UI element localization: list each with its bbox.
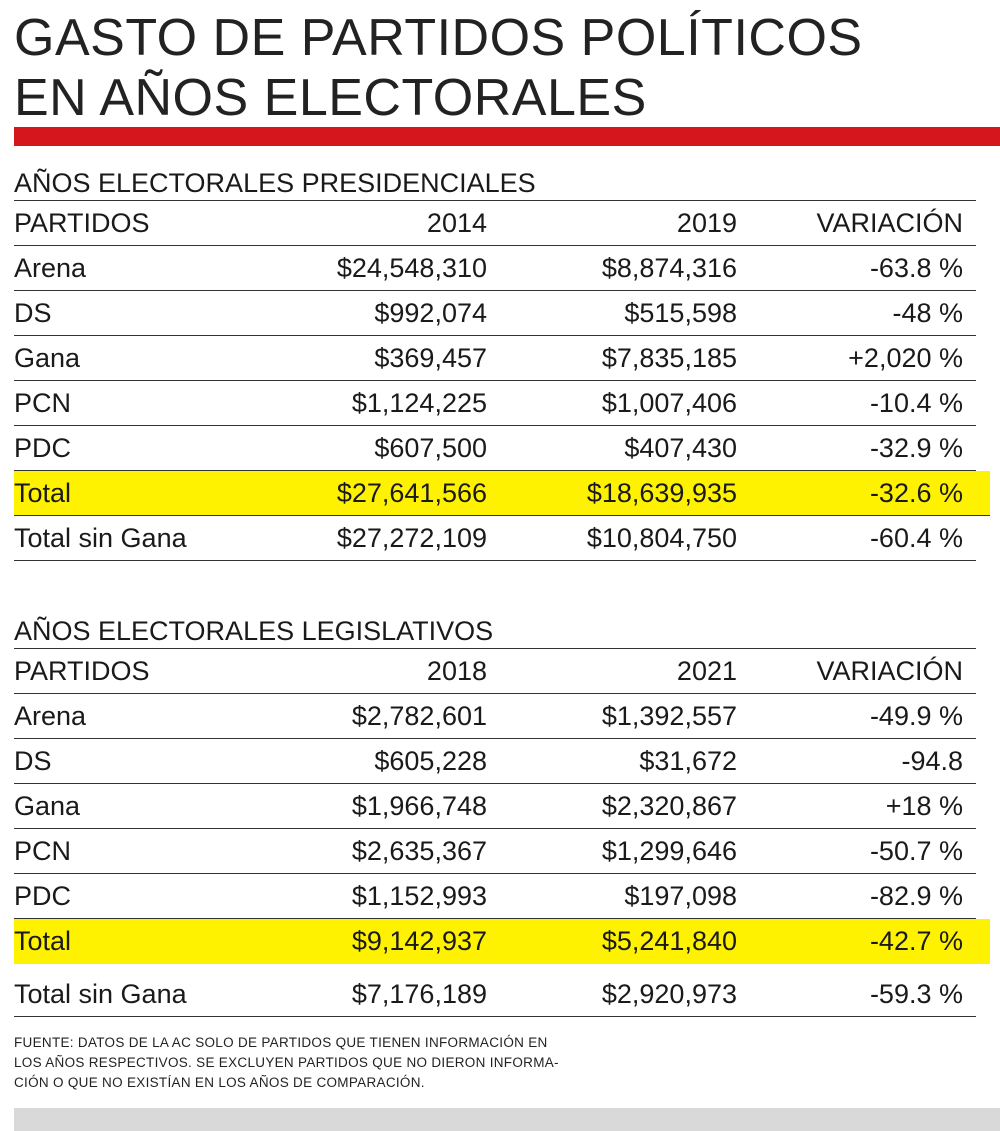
table-header-row: PARTIDOS 2018 2021 VARIACIÓN bbox=[14, 649, 976, 694]
table-cell: +18 % bbox=[885, 790, 963, 821]
legislative-table: AÑOS ELECTORALES LEGISLATIVOS PARTIDOS 20… bbox=[14, 611, 990, 1017]
table-cell: PCN bbox=[14, 835, 72, 866]
table-cell: $31,672 bbox=[639, 745, 737, 776]
table-cell: $369,457 bbox=[374, 342, 487, 373]
table-row: Gana $369,457 $7,835,185 +2,020 % bbox=[14, 336, 976, 381]
table-cell: $27,272,109 bbox=[336, 522, 487, 553]
table-row: PCN $2,635,367 $1,299,646 -50.7 % bbox=[14, 829, 976, 874]
table-cell: Total sin Gana bbox=[14, 978, 187, 1009]
column-header: 2018 bbox=[426, 655, 487, 686]
table-cell: $27,641,566 bbox=[336, 477, 487, 508]
table-cell: -48 % bbox=[892, 297, 963, 328]
table-cell: DS bbox=[14, 297, 52, 328]
column-header: VARIACIÓN bbox=[816, 655, 963, 686]
table-cell: PDC bbox=[14, 880, 72, 911]
title-accent-bar bbox=[14, 127, 1000, 146]
table-cell: $5,241,840 bbox=[601, 926, 737, 956]
table-cell: $9,142,937 bbox=[351, 926, 487, 956]
column-header: 2019 bbox=[676, 207, 737, 238]
table-row: Total sin Gana $27,272,109 $10,804,750 -60.… bbox=[14, 516, 976, 561]
table-cell: -32.9 % bbox=[869, 432, 963, 463]
table-cell: Total bbox=[14, 477, 72, 508]
column-header: 2014 bbox=[426, 207, 487, 238]
source-line-2: LOS AÑOS RESPECTIVOS. SE EXCLUYEN PARTID… bbox=[14, 1055, 559, 1070]
legislative-table-body: PARTIDOS 2018 2021 VARIACIÓN Arena $2,782,601… bbox=[14, 649, 990, 1017]
table-cell: $10,804,750 bbox=[586, 522, 737, 553]
title-line-1: GASTO DE PARTIDOS POLÍTICOS bbox=[14, 9, 863, 67]
presidential-table-body: PARTIDOS 2014 2019 VARIACIÓN Arena $24,548,31… bbox=[14, 201, 990, 561]
table-row: Arena $2,782,601 $1,392,557 -49.9 % bbox=[14, 694, 976, 739]
table-row: PDC $1,152,993 $197,098 -82.9 % bbox=[14, 874, 976, 919]
table-cell: Arena bbox=[14, 700, 87, 731]
column-header: PARTIDOS bbox=[14, 655, 150, 686]
legislative-table-title: AÑOS ELECTORALES LEGISLATIVOS bbox=[14, 611, 976, 649]
table-cell: $24,548,310 bbox=[336, 252, 487, 283]
table-cell: $2,920,973 bbox=[601, 978, 737, 1009]
column-header: PARTIDOS bbox=[14, 207, 150, 238]
table-cell: $8,874,316 bbox=[601, 252, 737, 283]
table-cell: -63.8 % bbox=[869, 252, 963, 283]
table-cell: $407,430 bbox=[624, 432, 737, 463]
table-row-total: Total $9,142,937 $5,241,840 -42.7 % bbox=[14, 919, 990, 964]
table-row: PCN $1,124,225 $1,007,406 -10.4 % bbox=[14, 381, 976, 426]
table-row: DS $605,228 $31,672 -94.8 bbox=[14, 739, 976, 784]
table-cell: -49.9 % bbox=[869, 700, 963, 731]
title-line-2: EN AÑOS ELECTORALES bbox=[14, 69, 647, 127]
table-cell: $2,635,367 bbox=[351, 835, 487, 866]
table-cell: $992,074 bbox=[374, 297, 487, 328]
table-cell: $1,299,646 bbox=[601, 835, 737, 866]
source-line-3: CIÓN O QUE NO EXISTÍAN EN LOS AÑOS DE CO… bbox=[14, 1075, 425, 1090]
table-cell: -59.3 % bbox=[869, 978, 963, 1009]
table-row: PDC $607,500 $407,430 -32.9 % bbox=[14, 426, 976, 471]
footer-bar bbox=[14, 1108, 1000, 1131]
table-cell: Arena bbox=[14, 252, 87, 283]
table-cell: Gana bbox=[14, 790, 81, 821]
table-cell: $7,176,189 bbox=[351, 978, 487, 1009]
table-cell: $1,392,557 bbox=[601, 700, 737, 731]
column-header: 2021 bbox=[676, 655, 737, 686]
table-cell: -10.4 % bbox=[869, 387, 963, 418]
table-cell: $197,098 bbox=[624, 880, 737, 911]
table-cell: DS bbox=[14, 745, 52, 776]
table-cell: -42.7 % bbox=[869, 926, 963, 956]
table-cell: -50.7 % bbox=[869, 835, 963, 866]
table-cell: $2,782,601 bbox=[351, 700, 487, 731]
table-cell: Gana bbox=[14, 342, 81, 373]
table-cell: $1,007,406 bbox=[601, 387, 737, 418]
table-cell: $605,228 bbox=[374, 745, 487, 776]
presidential-table-title: AÑOS ELECTORALES PRESIDENCIALES bbox=[14, 163, 976, 201]
table-cell: -60.4 % bbox=[869, 522, 963, 553]
table-cell: $1,124,225 bbox=[351, 387, 487, 418]
table-header-row: PARTIDOS 2014 2019 VARIACIÓN bbox=[14, 201, 976, 246]
table-cell: -82.9 % bbox=[869, 880, 963, 911]
table-cell: $1,152,993 bbox=[351, 880, 487, 911]
table-row: Gana $1,966,748 $2,320,867 +18 % bbox=[14, 784, 976, 829]
table-cell: $607,500 bbox=[374, 432, 487, 463]
table-cell: -94.8 bbox=[901, 745, 963, 776]
table-cell: $7,835,185 bbox=[601, 342, 737, 373]
column-header: VARIACIÓN bbox=[816, 207, 963, 238]
table-row: DS $992,074 $515,598 -48 % bbox=[14, 291, 976, 336]
table-cell: $1,966,748 bbox=[351, 790, 487, 821]
table-cell: -32.6 % bbox=[869, 477, 963, 508]
table-cell: $2,320,867 bbox=[601, 790, 737, 821]
table-row: Total sin Gana $7,176,189 $2,920,973 -59.3 … bbox=[14, 964, 976, 1017]
page-title: GASTO DE PARTIDOS POLÍTICOS EN AÑOS ELEC… bbox=[14, 8, 984, 128]
presidential-table: AÑOS ELECTORALES PRESIDENCIALES PARTIDOS… bbox=[14, 163, 990, 561]
table-cell: Total sin Gana bbox=[14, 522, 187, 553]
table-cell: $18,639,935 bbox=[586, 477, 737, 508]
table-cell: $515,598 bbox=[624, 297, 737, 328]
source-line-1: FUENTE: DATOS DE LA AC SOLO DE PARTIDOS … bbox=[14, 1035, 548, 1050]
table-row: Arena $24,548,310 $8,874,316 -63.8 % bbox=[14, 246, 976, 291]
table-cell: PCN bbox=[14, 387, 72, 418]
table-row-total: Total $27,641,566 $18,639,935 -32.6 % bbox=[14, 471, 990, 516]
table-cell: PDC bbox=[14, 432, 72, 463]
table-cell: Total bbox=[14, 926, 72, 956]
table-cell: +2,020 % bbox=[848, 342, 963, 373]
source-note: FUENTE: DATOS DE LA AC SOLO DE PARTIDOS … bbox=[14, 1033, 694, 1093]
